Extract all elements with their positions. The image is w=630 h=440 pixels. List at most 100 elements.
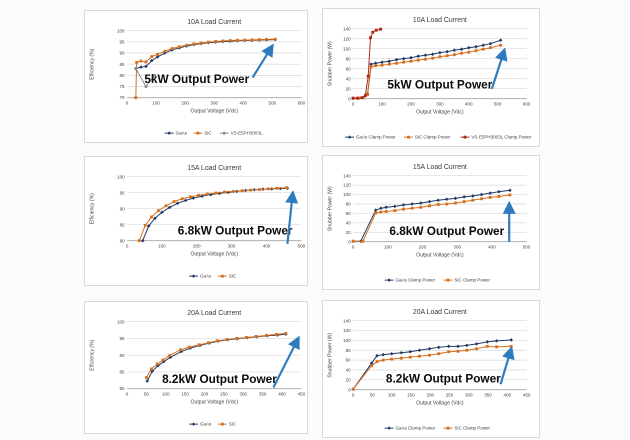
data-point-marker (373, 61, 378, 65)
y-tick-label: 20 (346, 86, 352, 91)
data-point-marker (409, 55, 413, 60)
data-point-marker (228, 39, 232, 42)
data-point-marker (162, 359, 166, 364)
data-point-marker (489, 46, 492, 50)
y-tick-label: 120 (343, 36, 351, 41)
chart-canvas-efficiency-10a: 10A Load Current 70 75 80 85 90 95 100 0 100 200 30… (90, 19, 306, 136)
data-point-marker (254, 335, 258, 338)
legend-label: GaAs (200, 422, 212, 427)
y-axis-title: Efficiency (%) (90, 48, 96, 79)
data-point-marker (177, 45, 181, 49)
data-point-marker (387, 62, 391, 66)
y-tick-label: 40 (346, 76, 352, 81)
x-tick-label: 400 (278, 392, 286, 397)
data-point-marker (379, 210, 383, 214)
data-point-marker (423, 53, 428, 57)
data-point-marker (379, 27, 383, 31)
data-point-marker (369, 361, 374, 365)
x-tick-label: 0 (352, 393, 355, 398)
y-tick-label: 120 (343, 183, 351, 188)
data-point-marker (134, 96, 138, 100)
data-point-marker (399, 350, 404, 355)
data-point-marker (436, 198, 440, 202)
x-tick-label: 500 (298, 244, 306, 249)
x-tick-label: 450 (523, 393, 531, 398)
data-point-marker (235, 337, 239, 340)
x-tick-label: 150 (181, 392, 189, 397)
data-point-marker (370, 364, 374, 367)
data-point-marker (191, 196, 196, 200)
y-tick-label: 80 (120, 73, 126, 78)
data-point-marker (479, 192, 484, 197)
data-point-marker (143, 223, 147, 227)
data-point-marker (467, 50, 471, 54)
data-point-marker (387, 278, 391, 282)
data-point-marker (240, 189, 244, 193)
data-point-marker (445, 202, 449, 206)
data-point-marker (419, 205, 423, 209)
y-tick-label: 140 (343, 26, 351, 31)
data-point-marker (431, 56, 435, 60)
data-point-marker (275, 186, 279, 190)
data-point-marker (456, 349, 460, 353)
data-point-marker (445, 197, 449, 202)
data-point-marker (488, 41, 493, 46)
data-point-marker (347, 135, 352, 139)
data-point-marker (481, 47, 485, 51)
output-power-annotation: 6.8kW Output Power (389, 224, 504, 238)
data-point-marker (380, 63, 384, 67)
data-point-marker (399, 356, 403, 360)
chart-canvas-efficiency-15a: 15A Load Current 80 85 90 95 100 0 100 200 300 400… (90, 165, 306, 279)
data-point-marker (474, 342, 479, 346)
y-tick-label: 60 (346, 358, 352, 363)
output-power-arrow-icon (272, 335, 300, 388)
y-tick-label: 100 (117, 28, 125, 33)
x-tick-label: 200 (181, 101, 189, 106)
data-point-marker (220, 422, 224, 426)
data-point-marker (488, 195, 492, 199)
data-point-marker (436, 203, 440, 206)
chart-title: 10A Load Current (187, 19, 241, 26)
data-point-marker (144, 64, 148, 69)
y-tick-label: 100 (117, 319, 125, 324)
data-point-marker (369, 65, 373, 69)
data-point-marker (273, 37, 277, 41)
x-tick-label: 350 (484, 393, 492, 398)
data-point-marker (140, 238, 145, 243)
data-point-marker (474, 49, 478, 53)
y-tick-label: 80 (120, 238, 126, 243)
x-tick-label: 400 (263, 244, 271, 249)
data-point-marker (437, 352, 441, 356)
chart-canvas-snubber-10a: 10A Load Current 0 20 40 60 80 100 120 140 0 100 20… (327, 17, 531, 140)
x-axis-title: Output Voltage (Vdc) (416, 252, 464, 258)
data-point-marker (427, 347, 432, 351)
data-point-marker (191, 274, 196, 278)
y-tick-label: 140 (343, 318, 351, 323)
data-point-marker (226, 190, 230, 195)
data-point-marker (275, 333, 279, 336)
data-point-marker (509, 338, 513, 342)
y-tick-label: 140 (343, 173, 351, 178)
data-point-marker (375, 360, 379, 364)
data-point-marker (438, 55, 442, 59)
data-point-marker (366, 93, 370, 97)
data-point-marker (257, 38, 261, 42)
data-point-marker (374, 64, 378, 68)
y-tick-label: 80 (346, 348, 352, 353)
data-point-marker (409, 59, 413, 63)
x-tick-label: 250 (446, 393, 454, 398)
data-point-marker (390, 357, 394, 361)
x-tick-label: 400 (488, 245, 496, 250)
data-point-marker (446, 344, 451, 349)
x-tick-label: 300 (210, 101, 218, 106)
data-point-marker (375, 353, 379, 358)
legend-label: SiC (229, 274, 237, 279)
x-axis-title: Output Voltage (Vdc) (416, 109, 464, 115)
data-point-marker (438, 50, 442, 55)
y-tick-label: 0 (348, 239, 351, 244)
data-point-marker (266, 187, 270, 191)
data-point-marker (447, 350, 451, 354)
x-axis-title: Output Voltage (Vdc) (191, 108, 239, 114)
output-power-annotation: 5kW Output Power (387, 78, 492, 92)
